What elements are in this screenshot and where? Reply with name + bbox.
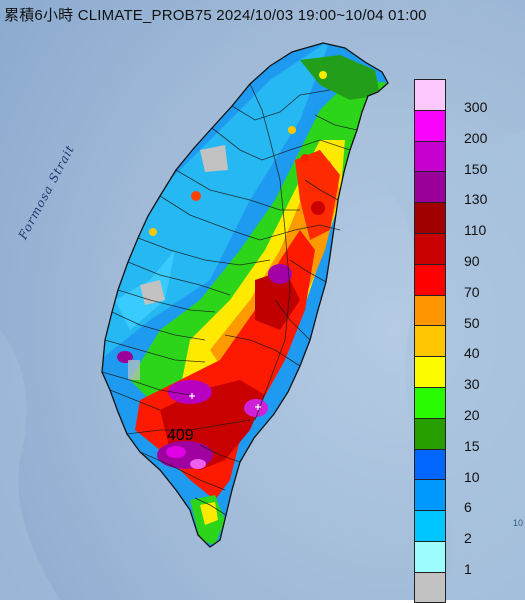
sea-texture-2 bbox=[0, 330, 60, 600]
admin-boundaries bbox=[101, 83, 358, 516]
map-title: 累積6小時 CLIMATE_PROB75 2024/10/03 19:00~10… bbox=[4, 7, 427, 24]
legend-swatch bbox=[414, 448, 446, 480]
legend-label: 110 bbox=[464, 222, 487, 239]
legend-label: 15 bbox=[464, 437, 480, 454]
legend-label: 130 bbox=[464, 191, 488, 208]
legend-label: 20 bbox=[464, 407, 480, 423]
legend-swatch bbox=[414, 386, 446, 418]
legend-label: 300 bbox=[464, 99, 488, 115]
legend-swatch bbox=[414, 356, 446, 387]
legend-swatch bbox=[414, 479, 446, 511]
legend-swatch bbox=[414, 79, 446, 110]
max-marker bbox=[189, 393, 261, 410]
legend-label: 150 bbox=[464, 160, 488, 177]
legend-swatch bbox=[414, 171, 446, 203]
legend-swatch bbox=[414, 571, 446, 603]
legend-swatch bbox=[414, 510, 446, 541]
legend-swatch bbox=[414, 263, 446, 295]
legend-label: 6 bbox=[464, 499, 472, 516]
legend-swatch bbox=[414, 540, 446, 572]
corner-label: 10 bbox=[513, 518, 524, 528]
legend-label: 10 bbox=[464, 468, 480, 485]
legend-label: 200 bbox=[464, 129, 488, 146]
legend-label: 90 bbox=[464, 253, 480, 269]
legend-label: 70 bbox=[464, 283, 480, 300]
legend-swatch bbox=[414, 109, 446, 141]
legend-label: 40 bbox=[464, 345, 480, 362]
max-rainfall-label: 409 bbox=[167, 427, 194, 444]
legend-swatch bbox=[414, 202, 446, 233]
legend-label: 2 bbox=[464, 530, 472, 547]
legend-swatch bbox=[414, 140, 446, 172]
legend-swatch bbox=[414, 417, 446, 449]
legend-label: 1 bbox=[464, 561, 472, 577]
legend-label: 50 bbox=[464, 314, 480, 331]
legend-colorbar bbox=[414, 79, 448, 603]
legend-swatch bbox=[414, 232, 446, 264]
legend-swatch bbox=[414, 294, 446, 326]
legend-swatch bbox=[414, 325, 446, 357]
legend-label: 30 bbox=[464, 376, 480, 393]
